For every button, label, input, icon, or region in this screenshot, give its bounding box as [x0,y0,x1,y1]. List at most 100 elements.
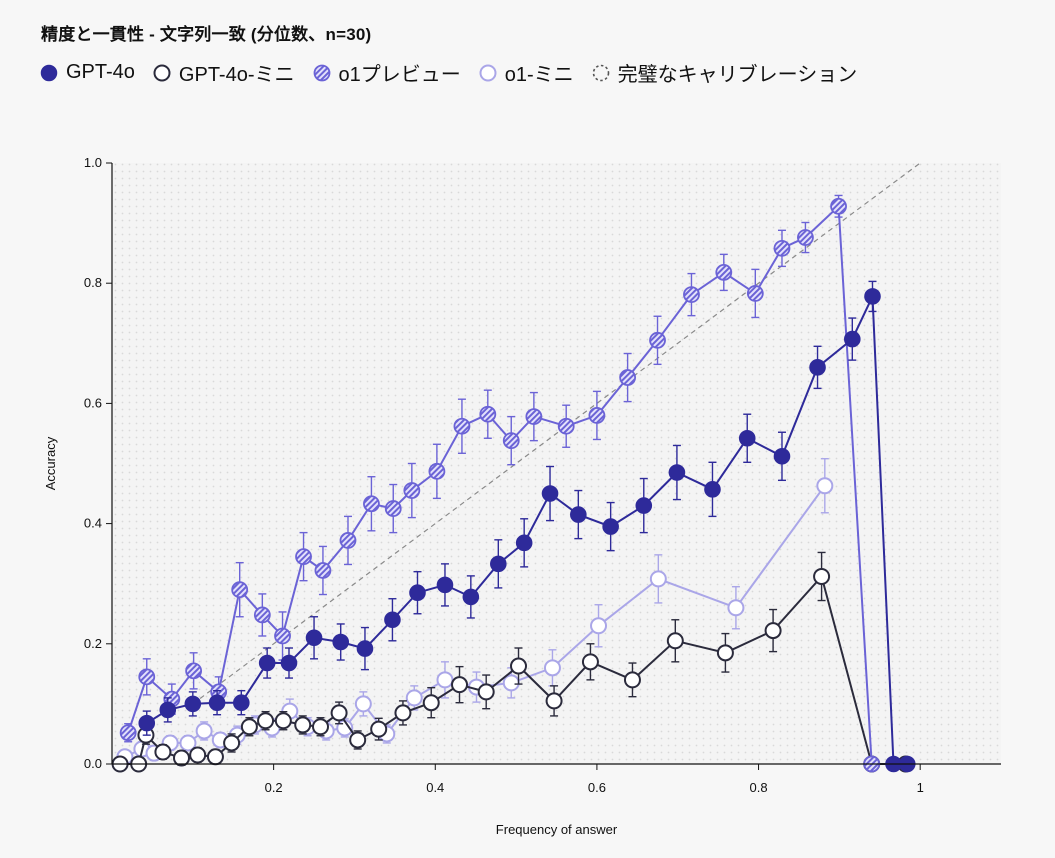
series-gpt-4o [138,280,916,773]
legend-marker-hollow-icon [153,64,171,81]
legend-item-gpt-4o: GPT-4o [40,61,135,84]
x-tick-label: 0.6 [588,780,606,795]
data-point [179,734,197,752]
data-point [384,500,402,517]
data-point [330,704,348,722]
data-point [477,683,495,701]
data-point [545,692,563,710]
data-point [666,632,684,650]
data-point [716,644,734,662]
data-point [727,599,745,617]
data-point [668,464,686,481]
data-point [314,562,332,579]
data-point [683,286,700,304]
y-tick-label: 0.8 [84,275,102,290]
data-point [843,330,861,348]
data-point [332,633,350,651]
data-point [339,532,357,549]
data-point [403,482,421,499]
data-point [394,704,412,722]
data-point [541,485,559,502]
x-tick-label: 1 [917,780,924,795]
data-point [274,627,291,645]
perfect-calibration-line [192,162,921,705]
x-tick-label: 0.2 [265,780,283,795]
x-tick-label: 0.8 [750,780,768,795]
data-point [623,671,641,689]
data-point [274,712,292,730]
data-point [451,676,469,694]
y-tick-label: 0.6 [84,395,102,410]
data-point [354,695,372,713]
series-gpt-4o- [111,551,915,773]
data-point [233,694,250,711]
data-point [490,555,507,573]
data-point [830,197,847,215]
data-point [223,734,241,752]
data-point [257,712,275,730]
data-point [502,432,520,450]
data-point [462,588,480,606]
data-point [813,567,831,585]
data-point [515,534,533,552]
data-point [581,653,599,671]
y-tick-label: 0.0 [84,756,102,771]
data-point [764,622,782,640]
data-point [738,429,756,447]
data-point [428,462,446,480]
legend-label-gpt-4o: GPT-4o [66,61,135,83]
data-point [295,548,312,566]
data-point [864,288,881,305]
data-point [305,629,323,647]
legend-label-gpt-4o-mini: GPT-4o-ミニ [178,64,295,86]
y-axis-label: Accuracy [43,436,58,490]
data-point [422,694,440,712]
data-point [231,581,249,599]
data-point [436,671,454,689]
legend-marker-hatched-icon [313,64,330,81]
y-tick-label: 1.0 [84,155,102,170]
data-point [773,447,791,465]
data-point [208,694,226,711]
y-tick-label: 0.2 [84,636,102,651]
data-point [405,689,423,707]
data-point [409,584,426,602]
data-point [453,417,471,435]
data-point [154,743,172,761]
data-point [746,285,764,302]
data-point [184,695,202,713]
data-point [195,722,213,740]
data-point [159,701,177,719]
data-point [635,497,653,514]
data-point [185,662,203,680]
legend-label-o1-preview: o1プレビュー [338,64,461,86]
data-point [280,654,298,672]
data-point [809,359,826,376]
data-point [479,405,497,423]
data-point [173,749,191,767]
data-point [588,407,606,424]
data-point [649,570,667,588]
data-point [816,477,834,495]
data-point [715,263,733,281]
legend-item-o1-mini: o1-ミニ [479,58,574,87]
data-point [119,724,137,742]
legend-marker-filled-icon [40,64,58,81]
data-point [570,506,587,523]
data-point [356,640,374,657]
data-point [240,718,258,736]
data-point [384,611,401,629]
legend-label-o1-mini: o1-ミニ [504,64,574,86]
legend-item-perfect-calibration: 完璧なキャリブレーション [592,58,857,87]
data-point [602,518,619,535]
data-point [773,239,791,257]
data-point [363,495,380,513]
data-point [138,668,156,686]
x-axis-label: Frequency of answer [496,822,618,837]
data-point [370,720,388,738]
data-point [349,731,367,749]
data-point [510,657,528,675]
data-point [138,714,156,732]
data-point [619,369,637,386]
